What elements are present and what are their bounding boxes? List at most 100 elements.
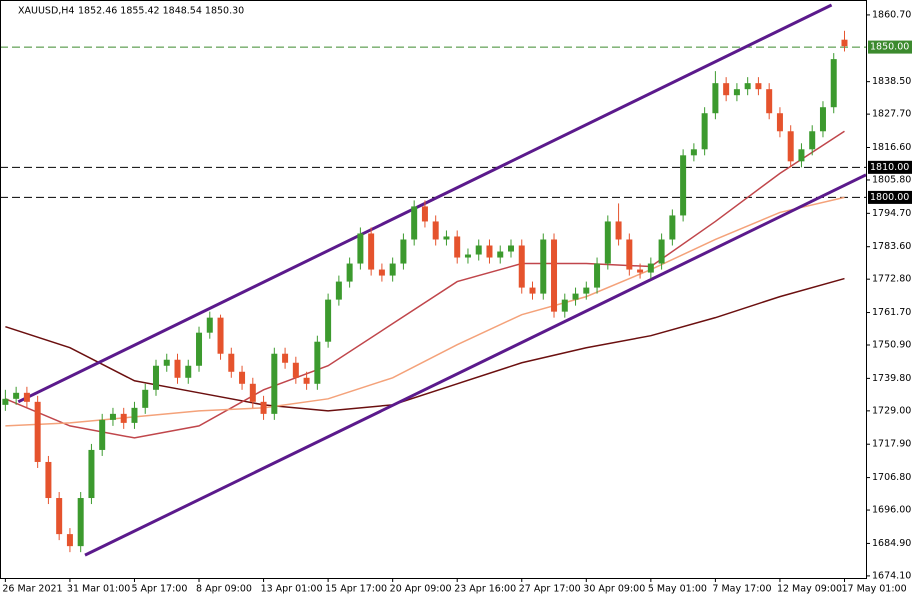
candle-body — [615, 221, 622, 240]
candle-body — [507, 245, 514, 252]
candle-body — [228, 353, 235, 372]
candle-body — [626, 239, 633, 270]
moving-average — [5, 196, 845, 427]
y-tick-label: 1805.80 — [872, 174, 911, 185]
candle-body — [540, 239, 547, 294]
level-label: 1850.00 — [870, 42, 909, 53]
candle-body — [518, 245, 525, 288]
y-tick-label: 1794.70 — [872, 208, 911, 219]
candle-body — [432, 221, 439, 240]
candle-body — [464, 254, 471, 258]
candle-body — [271, 353, 278, 414]
candle-body — [787, 131, 794, 162]
x-tick-label: 31 Mar 01:00 — [67, 584, 130, 595]
y-tick-label: 1761.70 — [872, 307, 911, 318]
candle-body — [776, 113, 783, 132]
candle-body — [572, 293, 579, 300]
candle-body — [142, 389, 149, 408]
y-tick-label: 1684.90 — [872, 538, 911, 549]
candle-body — [34, 401, 41, 462]
y-tick-label: 1717.90 — [872, 439, 911, 450]
candle-body — [109, 413, 116, 420]
candle-body — [77, 498, 84, 547]
candle-body — [712, 83, 719, 114]
candle-body — [239, 371, 246, 384]
x-tick-label: 12 May 09:00 — [777, 584, 842, 595]
candle-body — [669, 215, 676, 240]
candle-body — [454, 236, 461, 258]
y-tick-label: 1816.60 — [872, 142, 911, 153]
candle-body — [798, 149, 805, 162]
candle-body — [421, 206, 428, 222]
candle-body — [131, 407, 138, 423]
candle-body — [819, 107, 826, 132]
candle-body — [841, 39, 848, 47]
x-tick-label: 23 Apr 16:00 — [454, 584, 516, 595]
candle-body — [809, 131, 816, 150]
y-tick-label: 1783.60 — [872, 241, 911, 252]
axes: 1860.70 1838.50 1827.70 1816.60 1805.80 1794.… — [2, 9, 912, 595]
y-tick-label: 1827.70 — [872, 109, 911, 120]
level-label: 1800.00 — [870, 192, 909, 203]
candle-body — [174, 359, 181, 378]
y-tick-label: 1729.00 — [872, 405, 911, 416]
candle-body — [292, 362, 299, 378]
candle-body — [99, 419, 106, 450]
candle-body — [88, 449, 95, 499]
level-label-box — [868, 190, 912, 204]
y-tick-label: 1696.00 — [872, 505, 911, 516]
candle-body — [45, 461, 52, 499]
y-tick-label: 1706.80 — [872, 472, 911, 483]
x-tick-label: 8 Apr 09:00 — [196, 584, 252, 595]
y-tick-label: 1860.70 — [872, 9, 911, 20]
y-tick-label: 1674.10 — [872, 570, 911, 581]
candle-body — [594, 263, 601, 288]
candle-body — [196, 332, 203, 366]
candle-body — [658, 239, 665, 264]
candle-body — [723, 83, 730, 96]
candle-body — [120, 413, 127, 423]
candle-body — [357, 233, 364, 264]
candle-body — [163, 359, 170, 366]
candle-body — [733, 89, 740, 96]
x-tick-label: 15 Apr 17:00 — [325, 584, 387, 595]
candle-body — [152, 365, 159, 390]
candle-body — [249, 383, 256, 402]
candle-body — [637, 269, 644, 273]
candle-body — [766, 89, 773, 114]
y-tick-label: 1772.80 — [872, 274, 911, 285]
candle-body — [701, 113, 708, 150]
candle-body — [529, 287, 536, 294]
candle-body — [303, 377, 310, 384]
candle-body — [400, 239, 407, 264]
candle-body — [497, 251, 504, 258]
candle-body — [744, 83, 751, 90]
candle-body — [260, 401, 267, 414]
candle-body — [583, 287, 590, 294]
x-tick-label: 17 May 01:00 — [841, 584, 906, 595]
candle-body — [185, 365, 192, 378]
candle-body — [314, 341, 321, 384]
candle-body — [56, 498, 63, 535]
candle-body — [411, 206, 418, 240]
moving-average — [5, 277, 845, 412]
chart-subtitle: 1852.46 1855.42 1848.54 1850.30 — [78, 6, 244, 17]
level-label-box — [868, 160, 912, 174]
candle-body — [13, 392, 20, 399]
chart-title: XAUUSD,H4 — [18, 6, 74, 17]
candle-body — [561, 299, 568, 312]
candle-body — [282, 353, 289, 363]
candle-body — [690, 149, 697, 156]
y-tick-label: 1838.50 — [872, 76, 911, 87]
plot-frame — [0, 0, 867, 579]
level-label-box — [868, 40, 912, 54]
x-tick-label: 5 Apr 17:00 — [131, 584, 187, 595]
y-tick-label: 1750.90 — [872, 340, 911, 351]
x-tick-label: 26 Mar 2021 — [2, 584, 62, 595]
x-tick-label: 13 Apr 01:00 — [261, 584, 323, 595]
candle-body — [551, 239, 558, 312]
level-label: 1810.00 — [870, 162, 909, 173]
x-tick-label: 7 May 17:00 — [712, 584, 771, 595]
candle-body — [475, 245, 482, 255]
